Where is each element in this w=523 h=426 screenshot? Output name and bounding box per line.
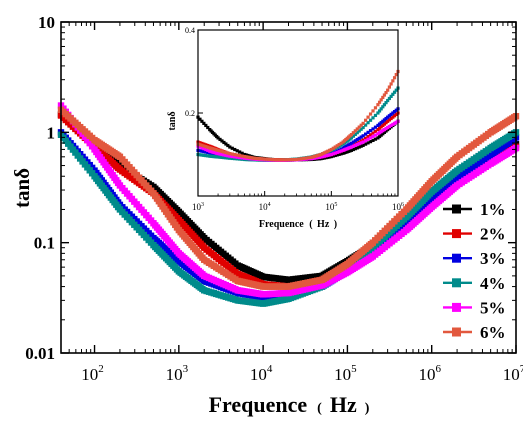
inset-series-point [371, 109, 374, 112]
inset-x-tick-label: 104 [259, 202, 271, 212]
y-tick-label: 1 [47, 123, 56, 142]
y-tick-label: 0.1 [34, 234, 55, 253]
inset-series-point [369, 112, 372, 115]
x-axis-unit-text: Hz [330, 392, 357, 417]
inset-series-point [393, 76, 396, 79]
x-axis-title-text: Frequence [209, 392, 308, 417]
inset-series-point [395, 73, 398, 76]
inset-y-axis-title: tanδ [167, 111, 178, 130]
x-tick-base: 10 [81, 365, 98, 384]
legend-item: 6% [443, 323, 506, 342]
x-tick-label: 106 [418, 363, 441, 384]
inset-x-axis-title: Frequence ( Hz ) [259, 219, 337, 230]
inset-x-tick-exponent: 4 [268, 202, 271, 208]
x-tick-exponent: 2 [98, 363, 104, 375]
y-tick-label: 10 [38, 13, 55, 32]
x-tick-label: 103 [166, 363, 189, 384]
inset-x-tick-exponent: 6 [401, 202, 404, 208]
x-axis-unit-close: ) [365, 401, 370, 416]
x-tick-exponent: 6 [435, 363, 441, 375]
inset-y-tick-label: 0.4 [185, 26, 195, 35]
inset-y-tick-label: 0.2 [185, 109, 195, 118]
y-tick-label: 0.01 [25, 344, 55, 363]
legend-marker [452, 303, 461, 312]
inset-background [198, 30, 398, 196]
legend-label: 1% [480, 200, 506, 219]
x-tick-base: 10 [334, 365, 351, 384]
legend-item: 2% [443, 225, 506, 244]
inset-x-tick-exponent: 3 [201, 202, 204, 208]
inset-x-axis-title-text: Frequence [259, 219, 304, 230]
inset-x-tick-label: 105 [325, 202, 337, 212]
legend-marker [452, 328, 461, 337]
inset-series-point [374, 106, 377, 109]
x-tick-label: 104 [250, 363, 273, 384]
x-axis-title: Frequence ( Hz ) [209, 392, 370, 417]
legend-marker [452, 278, 461, 287]
inset-series-point [386, 89, 389, 92]
x-tick-base: 10 [250, 365, 267, 384]
legend-item: 3% [443, 249, 506, 268]
inset-x-tick-exponent: 5 [334, 202, 337, 208]
legend-label: 6% [480, 323, 506, 342]
inset-series-point [391, 79, 394, 82]
x-tick-base: 10 [418, 365, 435, 384]
inset-x-axis-unit-close: ) [334, 219, 337, 230]
legend: 1% 2% 3% 4% 5% 6% [443, 200, 506, 342]
inset-series-point [362, 122, 365, 125]
x-tick-exponent: 5 [351, 363, 357, 375]
x-tick-label: 102 [81, 363, 104, 384]
legend-item: 1% [443, 200, 506, 219]
inset-x-axis-unit-open: ( [309, 219, 313, 230]
inset-series-point [366, 116, 369, 119]
inset-series-point [388, 85, 391, 88]
legend-marker [452, 254, 461, 263]
x-tick-label: 107 [503, 363, 523, 384]
legend-item: 4% [443, 274, 506, 293]
inset-x-tick-label: 103 [192, 202, 204, 212]
inset-series-point [390, 82, 393, 85]
y-axis-title: tanδ [10, 168, 34, 208]
legend-label: 5% [480, 298, 506, 317]
legend-label: 4% [480, 274, 506, 293]
x-axis-unit-open: ( [317, 401, 322, 416]
legend-item: 5% [443, 298, 506, 317]
x-tick-base: 10 [503, 365, 520, 384]
legend-label: 2% [480, 225, 506, 244]
legend-marker [452, 205, 461, 214]
x-tick-exponent: 3 [183, 363, 189, 375]
x-tick-base: 10 [166, 365, 183, 384]
x-tick-label: 105 [334, 363, 357, 384]
legend-marker [452, 229, 461, 238]
legend-label: 3% [480, 249, 506, 268]
x-tick-exponent: 4 [267, 363, 273, 375]
inset-x-axis-unit-text: Hz [317, 219, 330, 230]
inset-series-point [364, 119, 367, 122]
